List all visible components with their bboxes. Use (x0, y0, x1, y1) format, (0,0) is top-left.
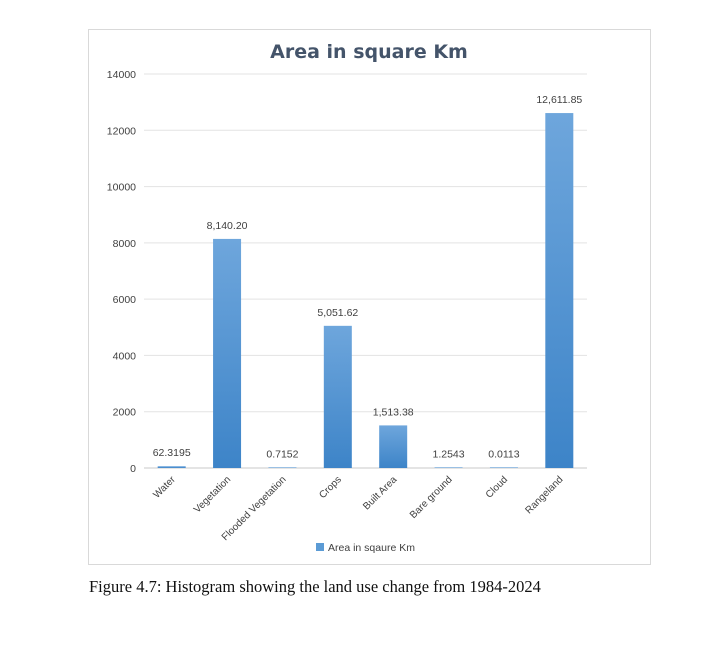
y-tick-label: 14000 (107, 69, 136, 81)
bar-built-area (379, 425, 408, 468)
x-tick-label: Crops (317, 474, 344, 501)
bar-water (157, 466, 186, 468)
bar-bare-ground (434, 467, 463, 468)
y-tick-label: 8000 (113, 238, 137, 250)
x-tick-label: Vegetation (192, 474, 233, 515)
bar-crops (323, 325, 352, 468)
data-labels: 62.3195 8,140.20 0.7152 5,051.62 1,513.38 1.2… (153, 94, 583, 460)
y-axis: 0 2000 4000 6000 8000 10000 12000 14000 (107, 69, 136, 475)
data-label: 1.2543 (433, 448, 465, 460)
legend-swatch (316, 543, 324, 551)
bar-vegetation (213, 238, 242, 468)
y-tick-label: 12000 (107, 125, 136, 137)
y-tick-label: 6000 (113, 294, 137, 306)
x-tick-label: Built Area (361, 474, 399, 512)
x-tick-label: Bare ground (408, 474, 455, 521)
x-tick-label: Water (151, 474, 178, 501)
bar-flooded-vegetation (268, 467, 297, 468)
data-label: 62.3195 (153, 447, 191, 459)
bars (157, 113, 574, 469)
y-tick-label: 10000 (107, 182, 136, 194)
x-tick-label: Cloud (484, 474, 510, 500)
data-label: 8,140.20 (207, 220, 248, 232)
bar-rangeland (545, 113, 574, 469)
data-label: 0.0113 (488, 448, 519, 460)
data-label: 12,611.85 (536, 94, 582, 106)
legend-label: Area in sqaure Km (328, 542, 415, 554)
chart-title: Area in square Km (270, 41, 468, 63)
legend: Area in sqaure Km (316, 542, 415, 554)
data-label: 1,513.38 (373, 406, 414, 418)
gridlines (144, 73, 587, 469)
bar-cloud (489, 467, 518, 468)
y-tick-label: 4000 (113, 350, 137, 362)
y-tick-label: 0 (130, 463, 136, 475)
data-label: 5,051.62 (317, 307, 358, 319)
data-label: 0.7152 (266, 448, 298, 460)
y-tick-label: 2000 (113, 407, 137, 419)
x-tick-label: Rangeland (523, 474, 565, 516)
figure-caption: Figure 4.7: Histogram showing the land u… (89, 577, 541, 596)
